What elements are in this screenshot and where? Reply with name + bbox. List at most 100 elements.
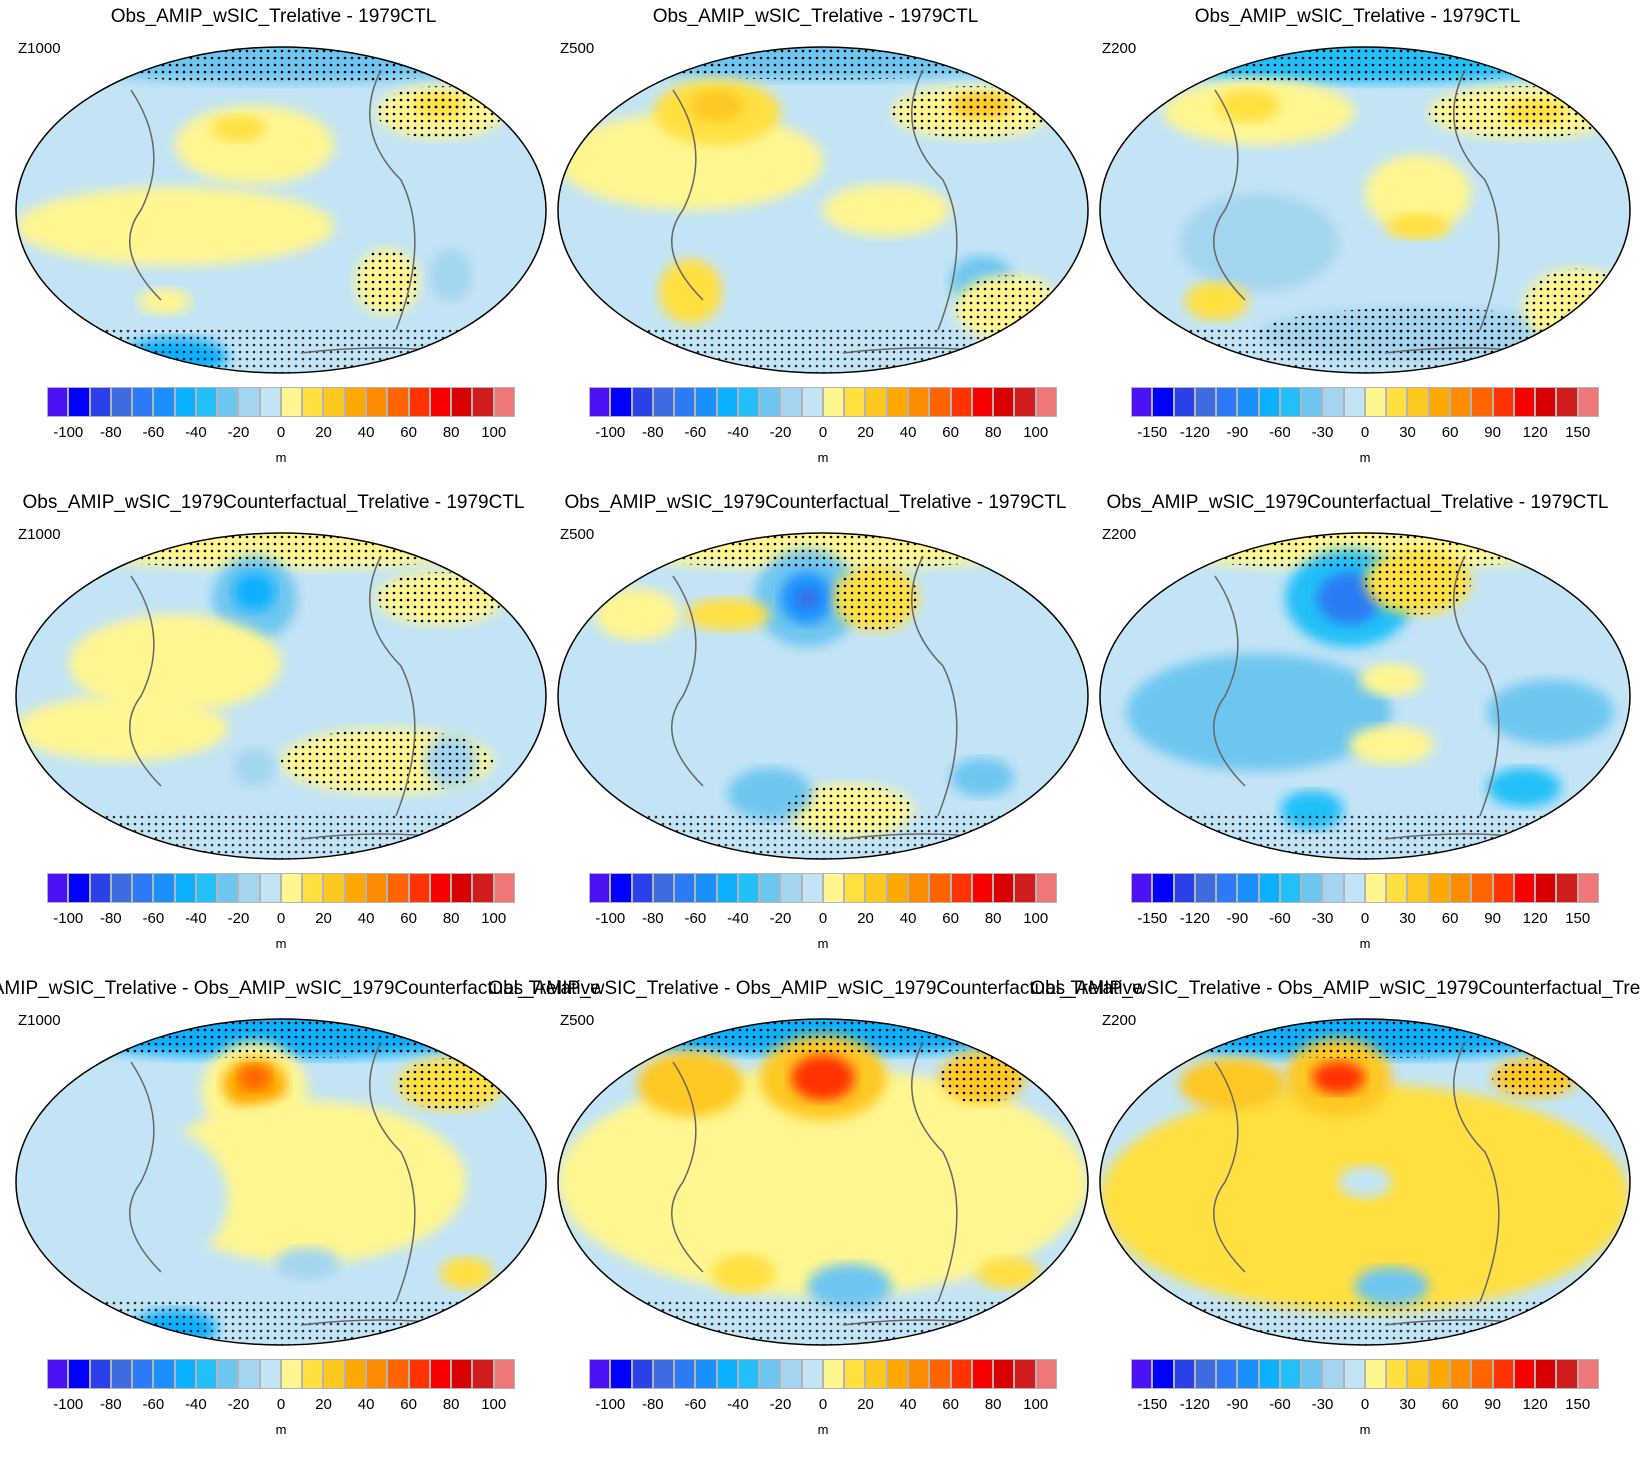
colorbar-box bbox=[154, 874, 176, 902]
colorbar-box bbox=[590, 874, 612, 902]
significance-stipple bbox=[584, 533, 1062, 569]
contour-region bbox=[796, 588, 818, 608]
colorbar-box bbox=[1408, 388, 1430, 416]
colorbar-box bbox=[1344, 874, 1366, 902]
colorbar-tick-label: 100 bbox=[1023, 1396, 1049, 1413]
panel-title: Obs_AMIP_wSIC_Trelative - Obs_AMIP_wSIC_… bbox=[488, 978, 1143, 999]
significance-stipple bbox=[950, 92, 1014, 119]
colorbar-box bbox=[1514, 1360, 1537, 1388]
colorbar-tick-label: 80 bbox=[442, 424, 460, 441]
colorbar-box bbox=[1429, 1360, 1451, 1388]
colorbar-box bbox=[175, 388, 197, 416]
colorbar-box bbox=[196, 1360, 219, 1388]
contour-region bbox=[137, 288, 191, 315]
colorbar-tick-label: 100 bbox=[1023, 424, 1049, 441]
significance-stipple bbox=[584, 47, 1062, 80]
colorbar-box bbox=[1259, 388, 1281, 416]
colorbar-tick-label: -60 bbox=[1269, 910, 1291, 927]
colorbar-tick-label: 40 bbox=[899, 1396, 917, 1413]
colorbar-tick-label: -100 bbox=[595, 1396, 626, 1413]
colorbar-box bbox=[866, 388, 888, 416]
colorbar-box bbox=[1036, 388, 1056, 416]
colorbar-tick-label: 30 bbox=[1399, 424, 1416, 441]
contour-region bbox=[440, 1256, 493, 1290]
panel-title: Obs_AMIP_wSIC_Trelative - 1979CTL bbox=[1194, 6, 1521, 27]
colorbar-box bbox=[494, 388, 514, 416]
colorbar-tick-label: -60 bbox=[142, 424, 165, 441]
colorbar-box bbox=[1387, 874, 1409, 902]
colorbar-tick-label: -80 bbox=[99, 1396, 122, 1413]
colorbar-box bbox=[696, 1360, 718, 1388]
colorbar-tick-label: -80 bbox=[641, 910, 664, 927]
colorbar-box bbox=[1344, 1360, 1366, 1388]
colorbar-box bbox=[1217, 1360, 1239, 1388]
colorbar-box bbox=[196, 874, 219, 902]
colorbar-tick-label: -20 bbox=[769, 424, 792, 441]
colorbar-tick-label: 20 bbox=[857, 910, 874, 927]
colorbar-tick-label: -120 bbox=[1179, 1396, 1210, 1413]
contour-region bbox=[233, 748, 276, 788]
colorbar-tick-label: 90 bbox=[1484, 424, 1501, 441]
contour-region bbox=[1184, 281, 1249, 321]
significance-stipple bbox=[397, 1058, 504, 1111]
colorbar-tick-label: 0 bbox=[1360, 910, 1370, 927]
significance-stipple bbox=[1126, 1019, 1604, 1059]
colorbar-box bbox=[1153, 388, 1175, 416]
colorbar-box bbox=[452, 874, 474, 902]
colorbar-box bbox=[1174, 1360, 1196, 1388]
colorbar-tick-label: 60 bbox=[1441, 424, 1459, 441]
colorbar-box bbox=[802, 1360, 824, 1388]
colorbar-tick-label: 40 bbox=[899, 910, 917, 927]
colorbar-box bbox=[48, 1360, 70, 1388]
map-panel: Obs_AMIP_wSIC_1979Counterfactual_Trelati… bbox=[1084, 486, 1631, 972]
colorbar-tick-label: 120 bbox=[1522, 424, 1548, 441]
map-panel: Obs_AMIP_wSIC_Trelative - 1979CTL Z500 -10… bbox=[542, 0, 1089, 486]
colorbar-unit: m bbox=[1359, 450, 1371, 465]
contour-region bbox=[976, 1256, 1041, 1290]
colorbar-tick-label: 40 bbox=[357, 910, 375, 927]
colorbar-tick-label: 0 bbox=[818, 910, 828, 927]
colorbar bbox=[589, 873, 1057, 903]
colorbar-box bbox=[908, 1360, 931, 1388]
colorbar-box bbox=[845, 1360, 867, 1388]
colorbar-box bbox=[1195, 1360, 1218, 1388]
colorbar-tick-label: 0 bbox=[818, 424, 828, 441]
colorbar-box bbox=[1536, 874, 1558, 902]
colorbar-box bbox=[653, 388, 676, 416]
colorbar-box bbox=[1323, 874, 1345, 902]
colorbar-box bbox=[823, 388, 846, 416]
contour-region bbox=[637, 1051, 744, 1117]
contour-region bbox=[1486, 679, 1615, 745]
colorbar-box bbox=[218, 874, 240, 902]
colorbar-tick-label: -80 bbox=[99, 424, 122, 441]
colorbar-box bbox=[48, 388, 70, 416]
colorbar-box bbox=[388, 874, 410, 902]
colorbar-box bbox=[494, 874, 514, 902]
colorbar-tick-label: 0 bbox=[1360, 1396, 1370, 1413]
colorbar-box bbox=[409, 388, 431, 416]
colorbar-box bbox=[1493, 874, 1515, 902]
colorbar-tick-label: 90 bbox=[1484, 1396, 1501, 1413]
colorbar-box bbox=[1132, 874, 1154, 902]
significance-stipple bbox=[1365, 549, 1471, 615]
colorbar-unit: m bbox=[275, 450, 287, 465]
colorbar bbox=[589, 387, 1057, 417]
colorbar-box bbox=[1015, 388, 1037, 416]
colorbar-box bbox=[653, 874, 676, 902]
colorbar-tick-label: 120 bbox=[1522, 910, 1548, 927]
level-label: Z1000 bbox=[18, 40, 61, 57]
colorbar-box bbox=[90, 1360, 112, 1388]
map-projection bbox=[1099, 46, 1631, 374]
colorbar-box bbox=[324, 874, 346, 902]
colorbar-box bbox=[345, 388, 367, 416]
colorbar-box bbox=[303, 388, 325, 416]
colorbar-box bbox=[781, 1360, 803, 1388]
colorbar-box bbox=[1514, 388, 1537, 416]
colorbar-tick-label: 80 bbox=[984, 424, 1002, 441]
colorbar-box bbox=[994, 388, 1016, 416]
significance-stipple bbox=[16, 814, 546, 859]
colorbar bbox=[589, 1359, 1057, 1389]
significance-stipple bbox=[1100, 1300, 1630, 1345]
colorbar-box bbox=[1493, 1360, 1515, 1388]
colorbar-box bbox=[930, 388, 952, 416]
